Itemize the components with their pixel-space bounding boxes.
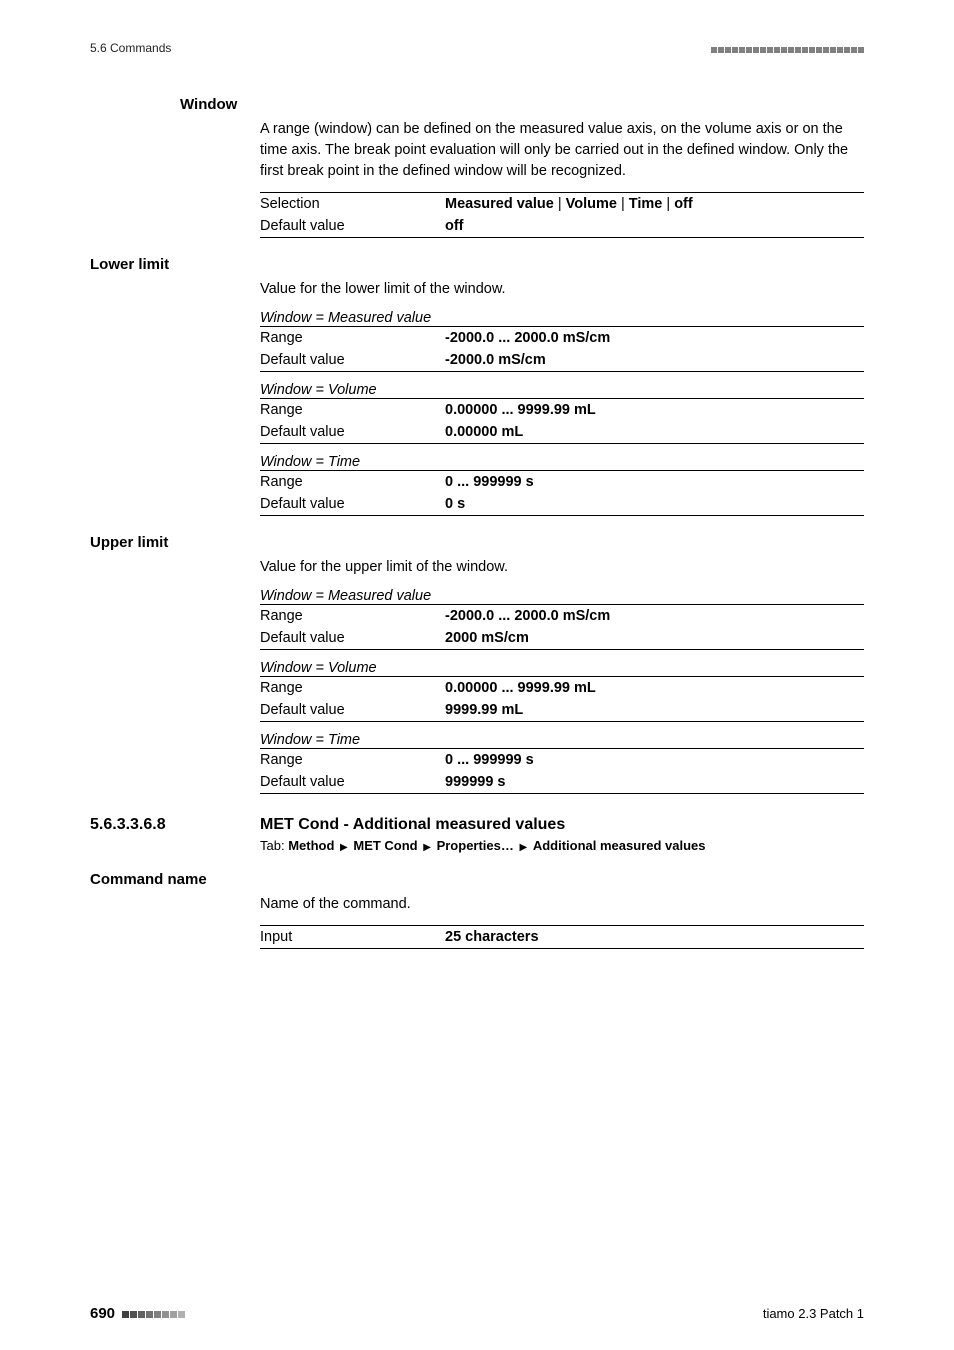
row-key: Default value [260,627,445,650]
window-table: Selection Measured value | Volume | Time… [260,192,864,238]
condition-heading: Window = Time [260,454,864,470]
row-key: Default value [260,771,445,794]
upper-limit-table: Range 0 ... 999999 s Default value 99999… [260,748,864,794]
row-value: -2000.0 mS/cm [445,349,864,372]
row-value: -2000.0 ... 2000.0 mS/cm [445,605,864,628]
row-key: Input [260,926,445,949]
lower-limit-table: Range 0 ... 999999 s Default value 0 s [260,470,864,516]
row-value: 0 s [445,493,864,516]
field-label-lower-limit: Lower limit [90,256,864,273]
window-description: A range (window) can be defined on the m… [260,119,864,182]
footer-decor [121,1305,185,1322]
row-key: Default value [260,215,445,238]
lower-limit-table: Range 0.00000 ... 9999.99 mL Default val… [260,398,864,444]
row-key: Default value [260,493,445,516]
row-key: Range [260,327,445,350]
condition-heading: Window = Volume [260,382,864,398]
upper-limit-table: Range 0.00000 ... 9999.99 mL Default val… [260,676,864,722]
tab-breadcrumb: Tab: Method ▶ MET Cond ▶ Properties… ▶ A… [260,838,864,853]
section-number: 5.6.3.3.6.8 [90,816,260,834]
row-value: -2000.0 ... 2000.0 mS/cm [445,327,864,350]
row-value: off [445,215,864,238]
row-key: Range [260,605,445,628]
page-number: 690 [90,1305,115,1322]
row-value: 0 ... 999999 s [445,471,864,494]
row-key: Default value [260,699,445,722]
row-value: 999999 s [445,771,864,794]
command-name-table: Input 25 characters [260,925,864,949]
field-label-window: Window [180,96,864,113]
row-value: Measured value | Volume | Time | off [445,193,864,216]
row-value: 2000 mS/cm [445,627,864,650]
row-value: 0.00000 ... 9999.99 mL [445,677,864,700]
command-name-description: Name of the command. [260,894,864,915]
row-value: 0 ... 999999 s [445,749,864,772]
row-key: Range [260,399,445,422]
row-key: Range [260,677,445,700]
row-key: Default value [260,421,445,444]
row-value: 0.00000 mL [445,421,864,444]
row-key: Range [260,471,445,494]
section-title: MET Cond - Additional measured values [260,816,565,834]
lower-limit-table: Range -2000.0 ... 2000.0 mS/cm Default v… [260,326,864,372]
row-key: Range [260,749,445,772]
row-key: Selection [260,193,445,216]
field-label-command-name: Command name [90,871,864,888]
runhead-section: 5.6 Commands [90,41,171,55]
row-value: 0.00000 ... 9999.99 mL [445,399,864,422]
condition-heading: Window = Measured value [260,588,864,604]
upper-limit-description: Value for the upper limit of the window. [260,557,864,578]
runhead-decor [710,40,864,56]
product-name: tiamo 2.3 Patch 1 [763,1306,864,1321]
condition-heading: Window = Time [260,732,864,748]
upper-limit-table: Range -2000.0 ... 2000.0 mS/cm Default v… [260,604,864,650]
condition-heading: Window = Measured value [260,310,864,326]
condition-heading: Window = Volume [260,660,864,676]
row-value: 25 characters [445,926,864,949]
row-key: Default value [260,349,445,372]
field-label-upper-limit: Upper limit [90,534,864,551]
lower-limit-description: Value for the lower limit of the window. [260,279,864,300]
row-value: 9999.99 mL [445,699,864,722]
